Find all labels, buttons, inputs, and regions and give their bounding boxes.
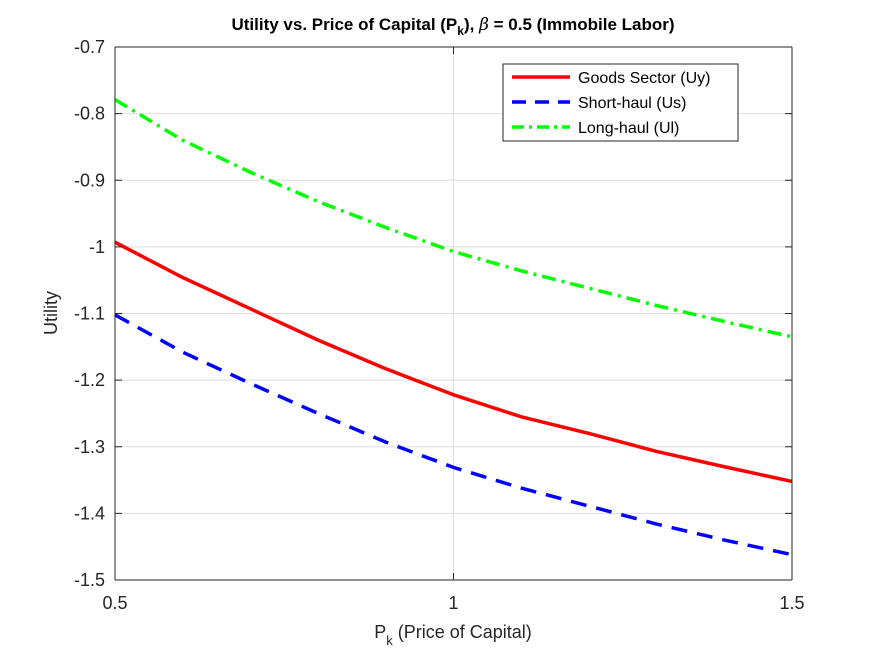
title-beta-symbol: β bbox=[478, 15, 489, 35]
legend-label-1: Goods Sector (Uy) bbox=[578, 70, 710, 87]
y-tick-label: -0.9 bbox=[74, 170, 105, 190]
y-tick-label: -1.5 bbox=[74, 570, 105, 590]
x-tick-label: 1 bbox=[448, 593, 458, 613]
chart-title: Utility vs. Price of Capital (Pk), β = 0… bbox=[231, 15, 674, 38]
y-tick-label: -0.8 bbox=[74, 104, 105, 124]
y-tick-label: -1.2 bbox=[74, 370, 105, 390]
y-tick-label: -1.4 bbox=[74, 503, 105, 523]
series-line-2 bbox=[114, 313, 793, 557]
x-tick-label: 1.5 bbox=[779, 593, 804, 613]
legend-label-2: Short-haul (Us) bbox=[578, 95, 686, 112]
xlabel-suffix: (Price of Capital) bbox=[393, 622, 532, 642]
series-line-1 bbox=[114, 240, 793, 484]
legend-label-3: Long-haul (Ul) bbox=[578, 120, 679, 137]
title-suffix: = 0.5 (Immobile Labor) bbox=[489, 15, 675, 34]
y-axis-label: Utility bbox=[41, 291, 61, 335]
xlabel-main: P bbox=[374, 622, 386, 642]
y-tick-label: -1.3 bbox=[74, 437, 105, 457]
legend-items: Goods Sector (Uy) Short-haul (Us) Long-hau… bbox=[512, 70, 710, 137]
y-tick-label: -0.7 bbox=[74, 37, 105, 57]
y-tick-label: -1 bbox=[89, 237, 105, 257]
x-tick-label: 0.5 bbox=[102, 593, 127, 613]
title-subscript: k bbox=[457, 24, 464, 38]
xlabel-subscript: k bbox=[386, 633, 393, 648]
ticks: 0.5 1 1.5 -1.5 -1.4 -1.3 -1.2 -1.1 -1 -0.9 -0.8 -0.… bbox=[74, 37, 805, 613]
legend: Goods Sector (Uy) Short-haul (Us) Long-hau… bbox=[502, 63, 739, 142]
x-axis-label: Pk (Price of Capital) bbox=[374, 622, 532, 648]
series-lines bbox=[114, 98, 793, 557]
series-line-3 bbox=[114, 98, 793, 339]
y-tick-label: -1.1 bbox=[74, 304, 105, 324]
title-prefix: Utility vs. Price of Capital (P bbox=[231, 15, 457, 34]
title-middle: ), bbox=[464, 15, 479, 34]
